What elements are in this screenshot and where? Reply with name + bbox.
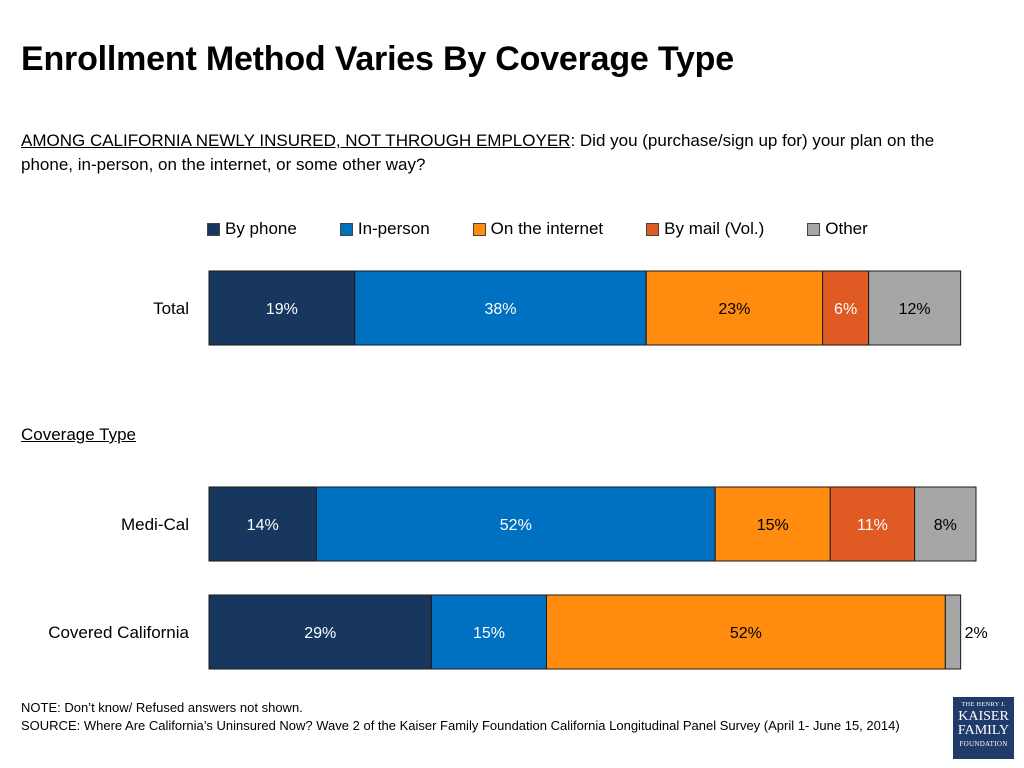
- legend-item: Other: [807, 219, 868, 239]
- data-label: 2%: [965, 625, 988, 642]
- bar-segment: [430, 594, 547, 670]
- legend-swatch: [807, 222, 821, 236]
- source-text: SOURCE: Where Are California’s Uninsured…: [21, 718, 900, 733]
- bar-segment: [354, 270, 647, 346]
- legend-label: In-person: [357, 219, 430, 238]
- data-label: 52%: [730, 625, 762, 642]
- data-label: 38%: [484, 301, 516, 318]
- survey-question: AMONG CALIFORNIA NEWLY INSURED, NOT THRO…: [21, 129, 981, 177]
- bar-segment: [714, 486, 831, 562]
- legend-item: In-person: [339, 219, 430, 239]
- data-label: 14%: [247, 517, 279, 534]
- data-label: 8%: [934, 517, 957, 534]
- legend-item: By mail (Vol.): [646, 219, 764, 239]
- category-label: Total: [153, 299, 189, 318]
- legend-swatch: [646, 222, 660, 236]
- data-label: 23%: [718, 301, 750, 318]
- legend-swatch: [339, 222, 353, 236]
- bar-segment: [868, 270, 962, 346]
- data-label: 15%: [473, 625, 505, 642]
- category-label: Medi-Cal: [121, 515, 189, 534]
- chart-legend: By phone In-person On the internet By mail …: [207, 217, 911, 241]
- note-text: NOTE: Don’t know/ Refused answers not sh…: [21, 700, 303, 715]
- bar-segment: [829, 486, 916, 562]
- question-text: : Did you (purchase/sign up for) your pl…: [21, 131, 935, 174]
- legend-swatch: [207, 222, 220, 236]
- bar-segment: [208, 486, 317, 562]
- legend-label: Other: [825, 219, 868, 238]
- category-label: Covered California: [48, 623, 189, 642]
- bar-segment: [645, 270, 824, 346]
- data-label: 11%: [857, 517, 888, 534]
- data-label: 6%: [834, 301, 857, 318]
- legend-item: On the internet: [472, 219, 604, 239]
- kaiser-family-foundation-logo: THE HENRY J. KAISER FAMILY FOUNDATION: [953, 697, 1014, 759]
- legend-label: By mail (Vol.): [664, 219, 765, 238]
- data-label: 52%: [500, 517, 532, 534]
- legend-item: By phone: [207, 219, 297, 239]
- legend-label: By phone: [225, 219, 297, 238]
- footnote: NOTE: Don’t know/ Refused answers not sh…: [21, 699, 951, 735]
- legend-label: On the internet: [490, 219, 604, 238]
- bar-segment: [545, 594, 946, 670]
- data-label: 15%: [757, 517, 789, 534]
- chart-title: Enrollment Method Varies By Coverage Typ…: [21, 40, 734, 78]
- data-label: 12%: [899, 301, 931, 318]
- data-label: 29%: [304, 625, 336, 642]
- legend-swatch: [472, 222, 486, 236]
- data-label: 19%: [266, 301, 298, 318]
- bar-segment: [944, 594, 962, 670]
- bar-segment: [914, 486, 977, 562]
- stacked-bar-chart: Total 19% 38% 23% 6% 12% Medi-Cal 14% 52% 15% 11% 8…: [48, 270, 988, 670]
- coverage-type-heading: Coverage Type: [21, 425, 136, 444]
- bar-segment: [208, 594, 432, 670]
- question-population: AMONG CALIFORNIA NEWLY INSURED, NOT THRO…: [21, 131, 571, 150]
- bar-segment: [315, 486, 716, 562]
